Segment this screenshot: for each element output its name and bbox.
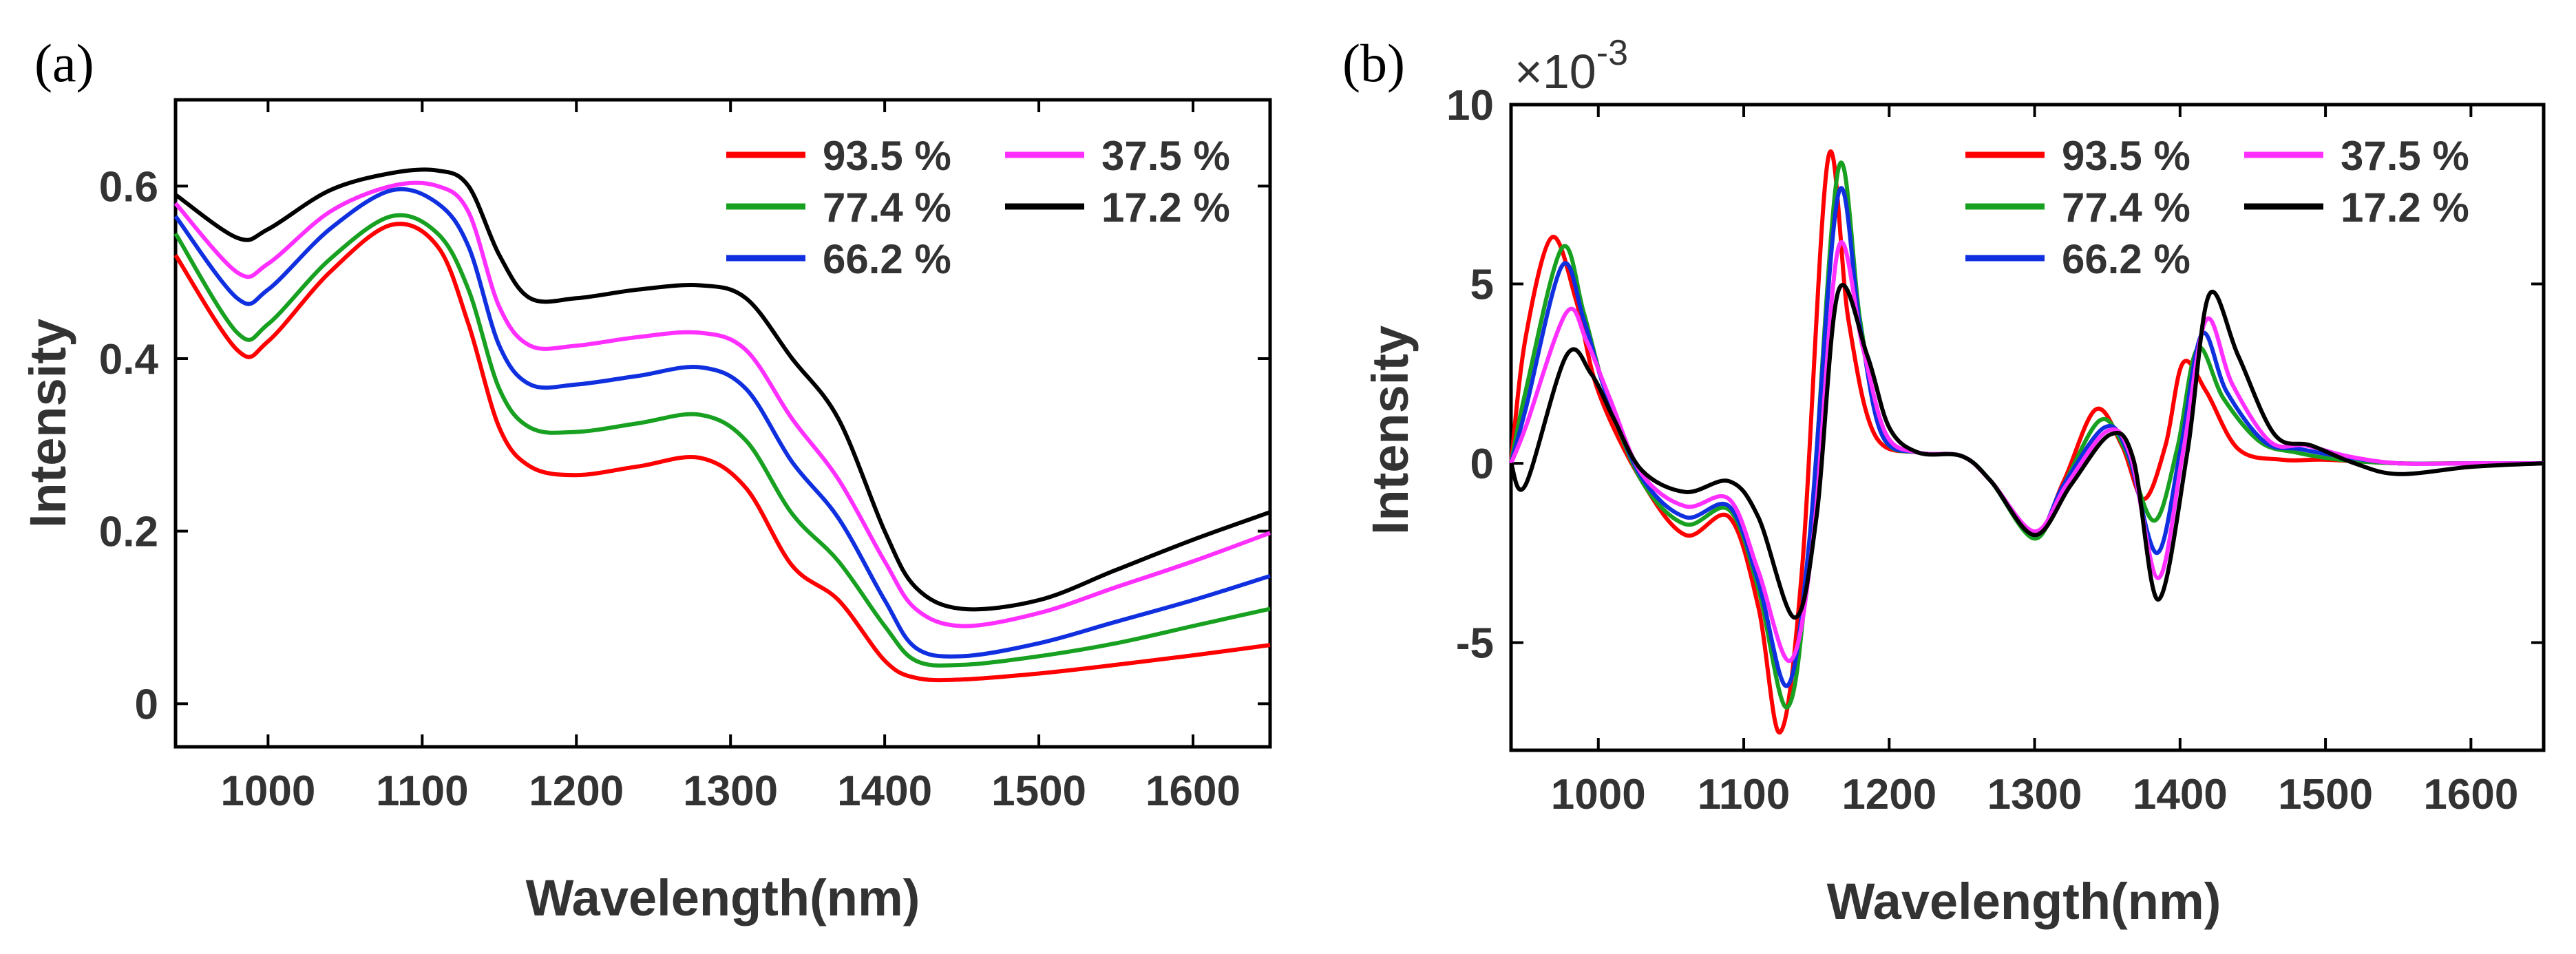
panel-b-legend-label-1: 77.4 % — [2062, 184, 2190, 231]
panel-a-series-line-4 — [174, 167, 1271, 612]
panel-b-legend: 93.5 % 77.4 % 66.2 % 37.5 % 17.2 % — [1965, 133, 2469, 282]
panel-a-y-axis-label: Intensity — [19, 319, 76, 528]
panel-b-x-tick-label: 1500 — [2278, 771, 2373, 818]
panel-b-y-tick-label: 5 — [1470, 262, 1494, 309]
panel-a-plot-frame — [173, 98, 1272, 749]
panel-a-x-tick-label: 1000 — [220, 767, 315, 815]
panel-a-x-tick-label: 1200 — [529, 767, 624, 815]
panel-b-y-tick-label: 10 — [1446, 82, 1494, 129]
panel-b-x-tick-label: 1600 — [2423, 771, 2518, 818]
panel-b-legend-label-4: 17.2 % — [2341, 184, 2469, 231]
panel-a-label: (a) — [34, 33, 94, 93]
panel-a-series-line-3 — [173, 180, 1271, 628]
panel-b-series-lines — [1509, 149, 2544, 734]
panel-b-axis-multiplier: ×10-3 — [1514, 33, 1628, 98]
panel-b-x-tick-label: 1100 — [1698, 771, 1791, 818]
panel-a-x-tick-label: 1300 — [683, 767, 778, 815]
panel-a-x-tick-label: 1400 — [837, 767, 932, 815]
panel-b-x-tick-label: 1300 — [1987, 771, 2082, 818]
panel-a-series-lines — [173, 167, 1271, 683]
panel-b-legend-label-0: 93.5 % — [2062, 133, 2190, 179]
panel-a-x-tick-label: 1500 — [991, 767, 1086, 815]
panel-a-legend-label-2: 66.2 % — [823, 236, 951, 282]
panel-b-legend-label-3: 37.5 % — [2341, 133, 2469, 179]
panel-a-x-axis: 1000 1100 1200 1300 1400 1500 1600 — [220, 100, 1241, 815]
panel-a-y-tick-label: 0 — [135, 681, 158, 728]
panel-a-y-axis: 0 0.2 0.4 0.6 — [99, 163, 1270, 728]
panel-a-legend-label-3: 37.5 % — [1101, 133, 1230, 179]
panel-b-y-tick-label: 0 — [1470, 441, 1494, 488]
panel-b: (b) ×10-3 1000 1100 1200 1300 1400 1500 1600 -… — [1342, 33, 2546, 930]
panel-a-y-tick-label: 0.4 — [99, 336, 159, 383]
panel-b-label: (b) — [1342, 33, 1405, 93]
panel-b-plot-frame — [1509, 103, 2546, 752]
panel-b-x-tick-label: 1400 — [2133, 771, 2228, 818]
panel-a-legend: 93.5 % 77.4 % 66.2 % 37.5 % 17.2 % — [726, 133, 1230, 282]
panel-a-series-line-0 — [173, 222, 1271, 683]
panel-b-x-tick-label: 1000 — [1551, 771, 1646, 818]
panel-a-y-tick-label: 0.6 — [99, 163, 158, 211]
panel-b-series-line-4 — [1509, 283, 2544, 620]
panel-b-multiplier-exponent: -3 — [1596, 33, 1628, 73]
panel-a-x-tick-label: 1100 — [376, 767, 469, 815]
panel-a-series-line-2 — [173, 187, 1271, 659]
panel-b-y-axis-label: Intensity — [1362, 326, 1419, 535]
panel-b-y-tick-label: -5 — [1456, 620, 1494, 668]
panel-a-x-axis-label: Wavelength(nm) — [526, 869, 920, 926]
panel-a-y-tick-label: 0.2 — [99, 509, 158, 556]
panel-b-x-axis: 1000 1100 1200 1300 1400 1500 1600 — [1551, 105, 2518, 818]
panel-a-x-tick-label: 1600 — [1146, 767, 1241, 815]
panel-a-series-line-1 — [173, 213, 1271, 668]
panel-b-x-tick-label: 1200 — [1841, 771, 1936, 818]
panel-b-y-axis: -5 0 5 10 — [1446, 82, 2544, 668]
panel-a: (a) 1000 1100 1200 1300 1400 1500 1600 0 0.2 0.4… — [19, 33, 1272, 926]
panel-b-legend-label-2: 66.2 % — [2062, 236, 2190, 282]
panel-b-multiplier-base: ×10 — [1514, 45, 1596, 98]
panel-a-legend-label-1: 77.4 % — [823, 184, 951, 231]
panel-b-x-axis-label: Wavelength(nm) — [1827, 873, 2221, 930]
panel-a-legend-label-0: 93.5 % — [823, 133, 951, 179]
panel-a-legend-label-4: 17.2 % — [1101, 184, 1230, 231]
